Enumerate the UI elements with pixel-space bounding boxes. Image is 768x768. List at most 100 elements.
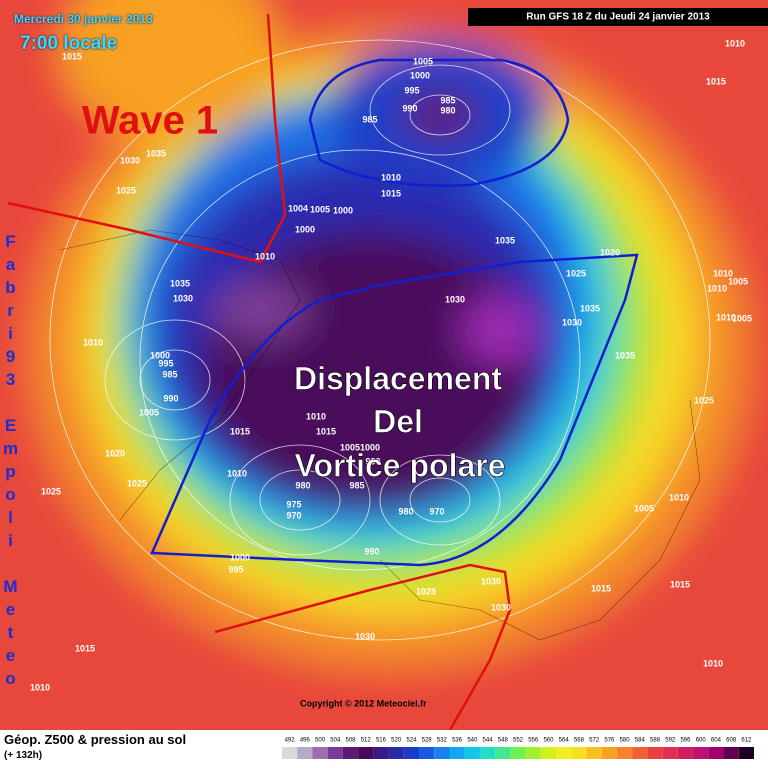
pressure-label: 1005 (139, 407, 159, 417)
run-label: Run GFS 18 Z du Jeudi 24 janvier 2013 (526, 12, 710, 23)
scale-swatch (601, 747, 617, 759)
scale-swatch (419, 747, 435, 759)
pressure-label: 1015 (62, 51, 82, 61)
scale-swatch (434, 747, 450, 759)
run-box (468, 8, 768, 26)
pressure-label: 1005 (732, 313, 752, 323)
vortex-outline (150, 58, 639, 567)
scale-swatch (647, 747, 663, 759)
displacement-line: Vortice polare (294, 447, 505, 483)
wave-lines (7, 13, 512, 730)
pressure-label: 1035 (495, 235, 515, 245)
pressure-label: 1005 (634, 503, 654, 513)
pressure-label: 990 (364, 546, 379, 556)
scale-label: 496 (300, 738, 311, 744)
scale-label: 580 (620, 738, 631, 744)
scale-swatch (510, 747, 526, 759)
scale-label: 584 (635, 738, 646, 744)
pressure-label: 1025 (694, 395, 714, 405)
pressure-label: 995 (228, 564, 243, 574)
pressure-label: 1015 (316, 426, 336, 436)
scale-swatch (358, 747, 374, 759)
scale-label: 568 (574, 738, 585, 744)
pressure-label: 1015 (591, 583, 611, 593)
pressure-label: 1000 (295, 224, 315, 234)
scale-label: 608 (726, 738, 737, 744)
footer: Géop. Z500 & pression au sol (+ 132h) 49… (0, 730, 768, 768)
scale-label: 600 (696, 738, 707, 744)
wave-label: Wave 1 (82, 99, 218, 143)
pressure-label: 1004 (288, 203, 308, 213)
scale-label: 524 (406, 738, 417, 744)
scale-swatch (282, 747, 298, 759)
scale-label: 540 (467, 738, 478, 744)
scale-label: 576 (604, 738, 615, 744)
pressure-labels: 1015101010151005100099599098598098510301… (30, 38, 752, 692)
scale-swatch (616, 747, 633, 759)
pressure-label: 1010 (30, 682, 50, 692)
pressure-label: 1030 (491, 602, 511, 612)
pressure-label: 1000 (333, 205, 353, 215)
date: Mercredi 30 janvier 2013 (14, 12, 153, 26)
scale-label: 552 (513, 738, 524, 744)
scale-label: 532 (437, 738, 448, 744)
scale-swatch (632, 747, 648, 759)
scale-swatch (464, 747, 480, 759)
pressure-label: 1025 (566, 268, 586, 278)
pressure-label: 1010 (725, 38, 745, 48)
pressure-label: 970 (429, 506, 444, 516)
pressure-label: 1010 (707, 283, 727, 293)
scale-swatch (312, 747, 328, 759)
pressure-label: 985 (362, 114, 377, 124)
pressure-label: 1000 (360, 442, 380, 452)
pressure-label: 1005 (413, 56, 433, 66)
pressure-label: 1030 (120, 155, 140, 165)
scale-swatch (723, 747, 739, 759)
scale-swatch (708, 747, 724, 759)
pressure-label: 1010 (255, 251, 275, 261)
pressure-label: 1020 (105, 448, 125, 458)
pressure-label: 995 (158, 358, 173, 368)
pressure-label: 975 (286, 499, 301, 509)
displacement-text: Displacement Del Vortice polare (294, 360, 506, 484)
pressure-label: 1030 (445, 294, 465, 304)
scale-label: 588 (650, 738, 661, 744)
scale-label: 512 (361, 738, 372, 744)
scale-label: 500 (315, 738, 326, 744)
coastlines (59, 229, 701, 641)
pressure-label: 1025 (41, 486, 61, 496)
pressure-label: 1030 (562, 317, 582, 327)
scale-label: 548 (498, 738, 509, 744)
scale-swatch (449, 747, 465, 759)
scale-swatch (495, 747, 511, 759)
pressure-label: 990 (402, 103, 417, 113)
pressure-label: 1000 (410, 70, 430, 80)
pressure-label: 1010 (83, 337, 103, 347)
pressure-label: 1010 (306, 411, 326, 421)
pressure-label: 1015 (706, 76, 726, 86)
pressure-label: 1025 (416, 586, 436, 596)
pressure-label: 1015 (381, 188, 401, 198)
pressure-label: 985 (440, 95, 455, 105)
displacement-line: Displacement (294, 360, 502, 396)
scale-label: 596 (680, 738, 691, 744)
scale-label: 556 (528, 738, 539, 744)
geopotential-field (0, 0, 768, 730)
pressure-label: 1030 (481, 576, 501, 586)
pressure-label: 1010 (703, 658, 723, 668)
pressure-label: 1010 (716, 312, 736, 322)
color-scale: 492 496 500 504 508 512 516 520 524 528 532 536 540 5… (282, 738, 754, 759)
scale-label: 564 (559, 738, 570, 744)
scale-label: 508 (346, 738, 357, 744)
scale-swatch (540, 747, 557, 759)
scale-swatch (403, 747, 420, 759)
pressure-label: 1025 (116, 185, 136, 195)
pressure-label: 1000 (230, 552, 250, 562)
pressure-label: 1015 (75, 643, 95, 653)
pressure-label: 990 (365, 456, 380, 466)
pressure-label: 1030 (173, 293, 193, 303)
pressure-label: 995 (404, 85, 419, 95)
scale-swatch (297, 747, 313, 759)
pressure-label: 1010 (381, 172, 401, 182)
